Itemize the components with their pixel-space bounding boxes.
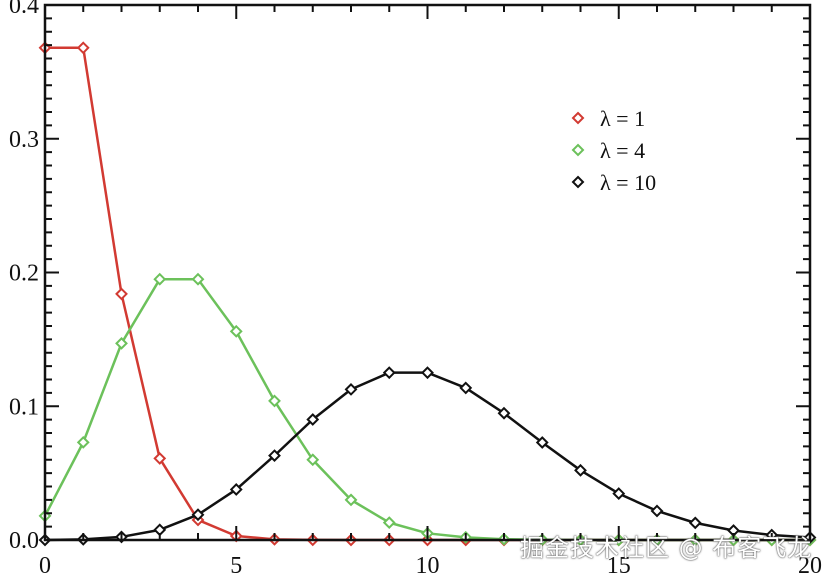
data-point-marker [306,413,320,426]
data-point-marker [382,516,396,530]
data-point-marker [268,394,281,408]
data-point-marker [191,272,205,286]
data-point-marker [115,287,128,301]
data-point-marker [650,504,664,518]
series-10 [38,366,817,547]
watermark: 掘金技术社区 @ 布客飞龙 [520,534,813,562]
y-tick-label: 0.0 [9,528,39,554]
data-point-marker [535,436,549,449]
data-point-marker [344,493,358,507]
data-point-marker [306,453,320,467]
y-tick-label: 0.2 [9,261,39,287]
data-point-marker [571,143,585,157]
series-layer [38,41,817,547]
data-point-marker [459,381,473,395]
data-point-marker [612,487,626,501]
series-4 [38,272,817,547]
x-tick-label: 5 [230,553,242,578]
data-point-marker [153,451,167,465]
axis-ticks: 0 5 10 15 20 0.0 0.1 0.2 0.3 0.4 [9,0,822,578]
legend-item: λ = 1 [571,106,645,131]
data-point-marker [571,111,585,125]
legend-label: λ = 10 [600,170,656,195]
data-point-marker [153,272,167,286]
data-point-marker [688,516,702,530]
x-tick-label: 0 [39,553,51,578]
data-point-marker [268,449,281,463]
data-point-marker [421,366,434,380]
y-tick-label: 0.3 [9,127,39,153]
data-point-marker [76,435,90,449]
y-tick-label: 0.1 [9,394,39,420]
legend-item: λ = 4 [571,138,645,163]
series-line [45,46,810,542]
x-tick-label: 15 [607,553,631,578]
legend: λ = 1 λ = 4 λ = 10 [571,106,656,195]
legend-item: λ = 10 [571,170,656,195]
data-point-marker [229,324,243,338]
x-tick-label: 10 [416,553,440,578]
series-1 [38,41,817,547]
data-point-marker [497,406,511,420]
legend-label: λ = 4 [600,138,645,163]
data-point-marker [344,382,358,396]
data-point-marker [571,175,585,189]
data-point-marker [382,366,396,380]
data-point-marker [115,336,128,350]
x-tick-label: 20 [798,553,822,578]
series-line [43,277,810,542]
data-point-marker [229,483,243,496]
y-tick-label: 0.4 [9,0,39,19]
data-point-marker [574,463,587,477]
data-point-marker [191,508,205,522]
data-point-marker [76,41,90,55]
legend-label: λ = 1 [600,106,645,131]
